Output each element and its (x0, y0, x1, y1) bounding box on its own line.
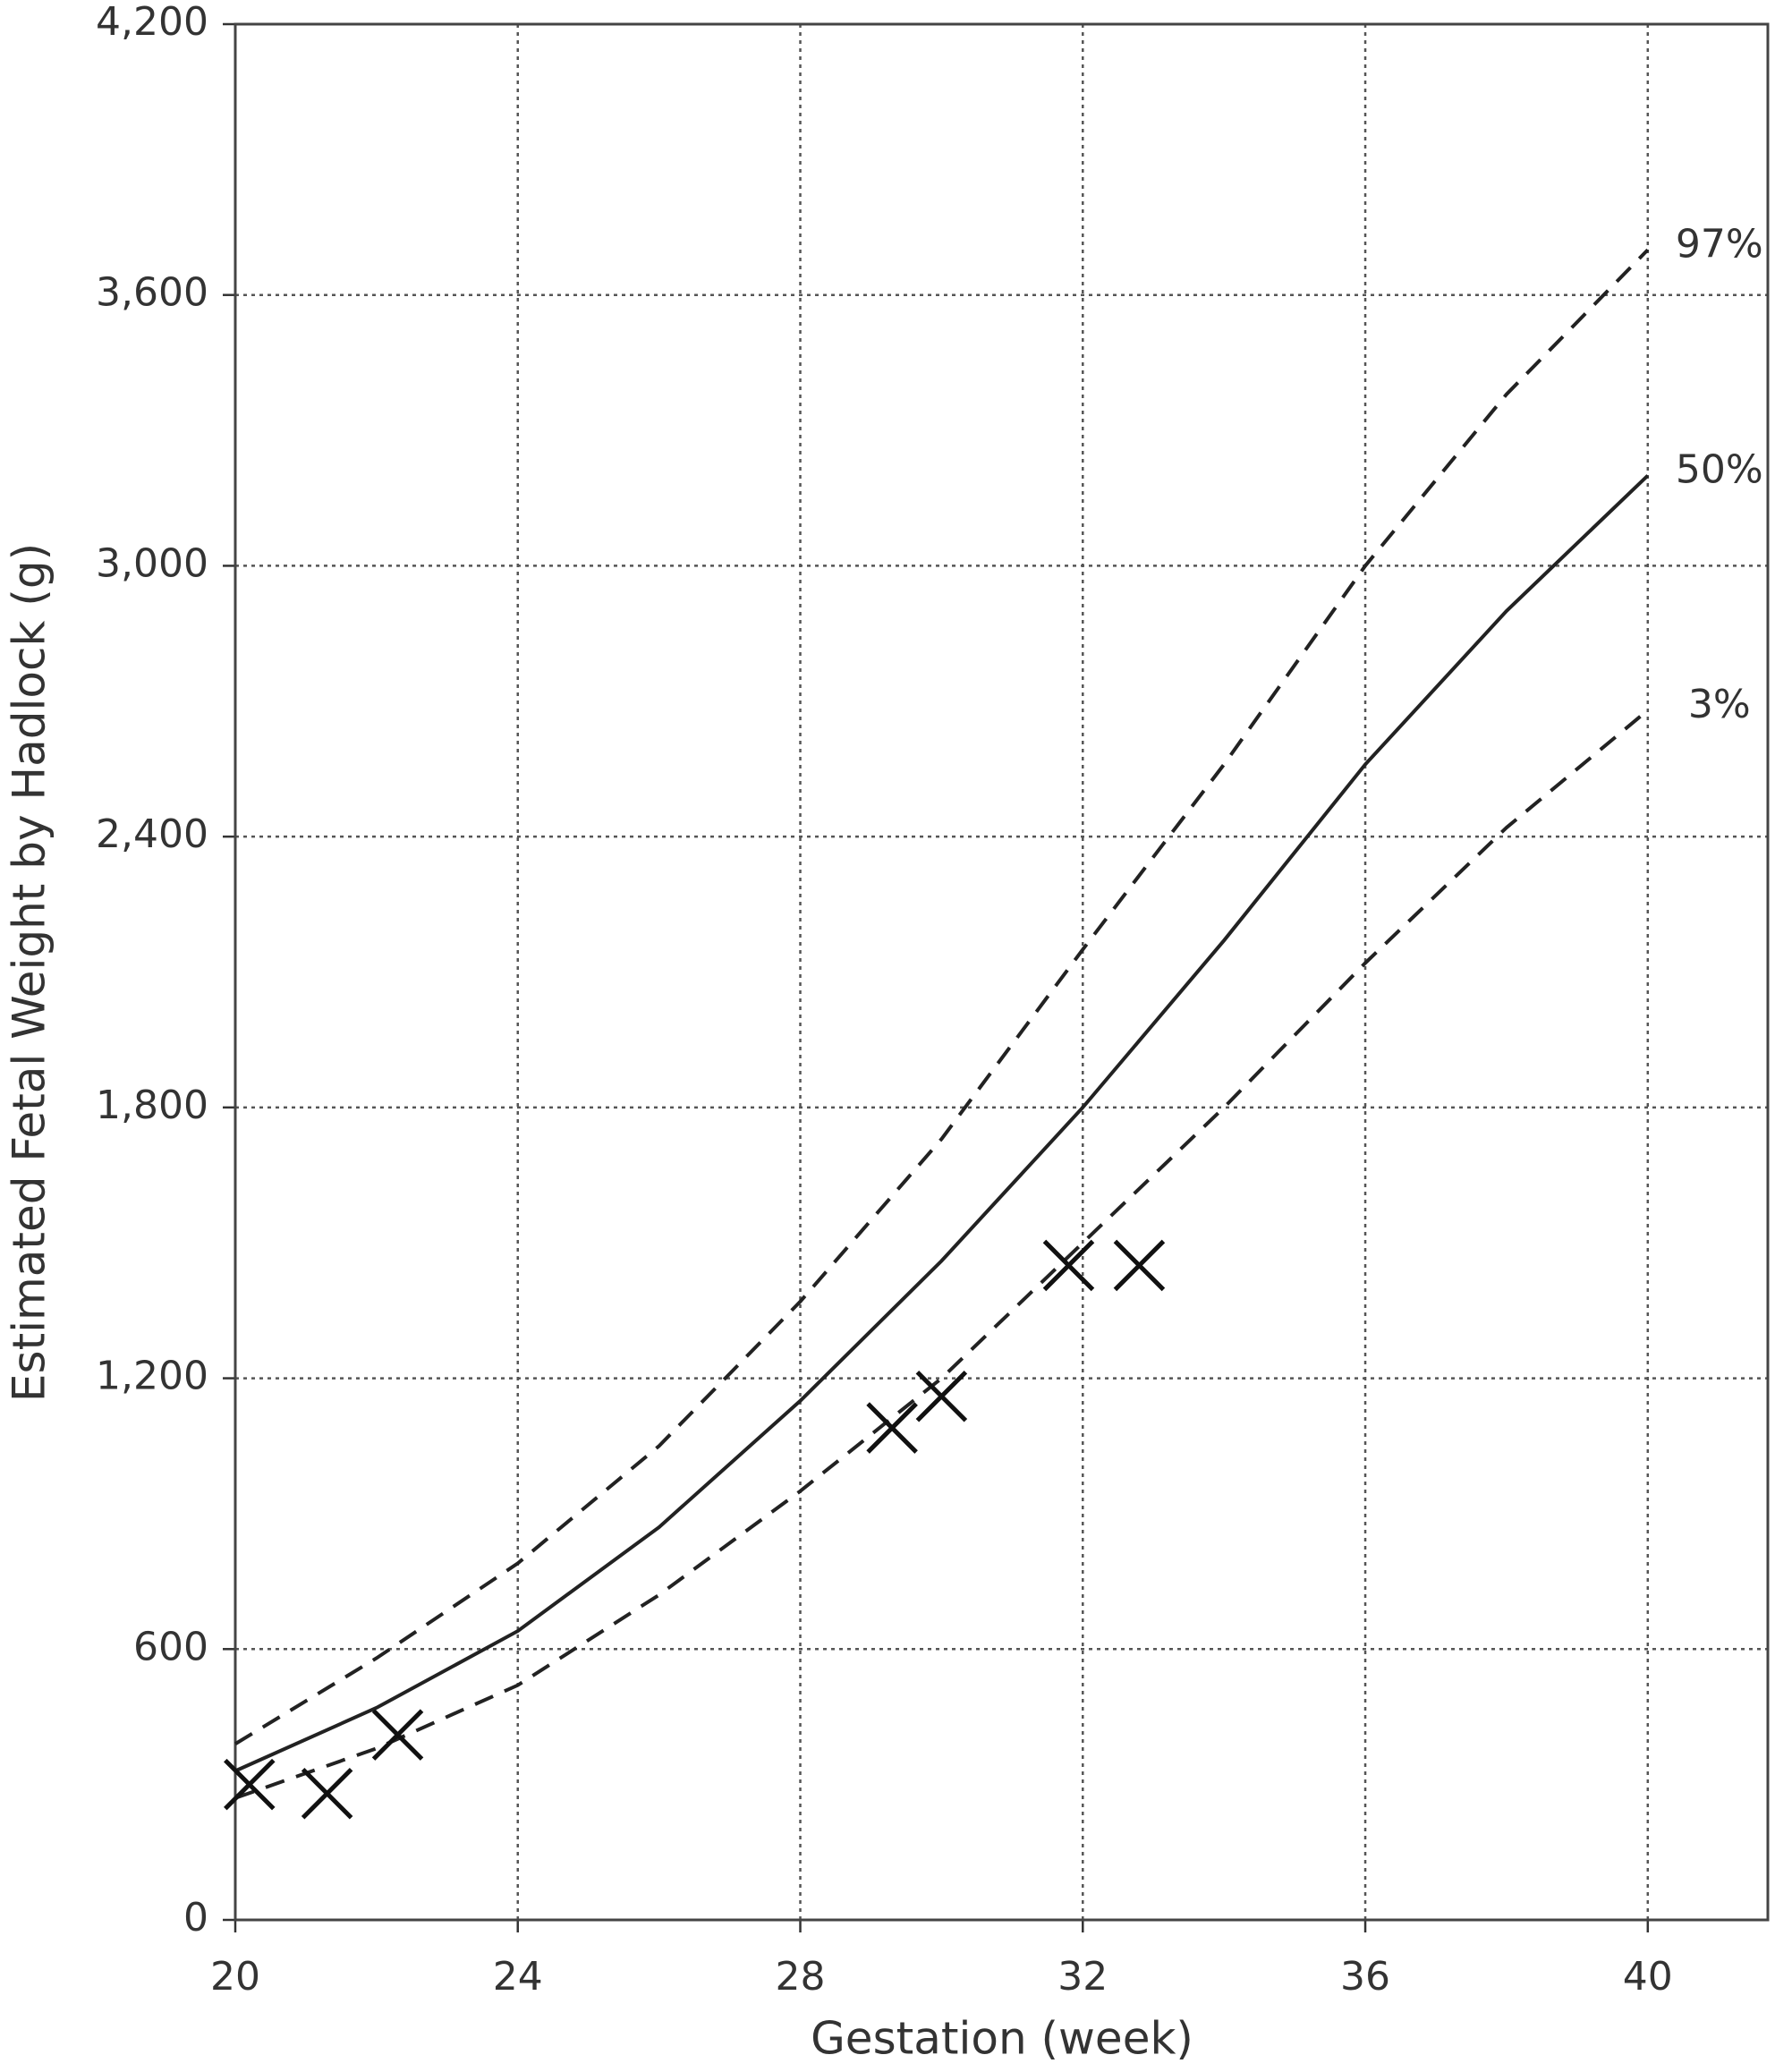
measurement-marker (224, 1758, 276, 1811)
y-tick-label: 600 (133, 1624, 208, 1669)
x-tick-label: 28 (776, 1954, 826, 2000)
percentile-line (234, 709, 1650, 1800)
x-tick-label: 40 (1623, 1954, 1673, 2000)
measurement-marker (1042, 1239, 1095, 1292)
percentile-label: 50% (1676, 447, 1763, 493)
y-tick-label: 4,200 (96, 0, 208, 45)
percentile-label: 3% (1688, 682, 1751, 727)
y-tick-label: 1,200 (96, 1354, 208, 1399)
y-tick-label: 0 (183, 1895, 208, 1940)
y-tick-label: 2,400 (96, 811, 208, 857)
measurement-marker (866, 1402, 918, 1454)
measurement-marker (301, 1767, 353, 1820)
measurement-marker (1113, 1239, 1166, 1292)
x-tick-label: 36 (1340, 1954, 1390, 2000)
x-tick-label: 32 (1057, 1954, 1108, 2000)
x-tick-label: 24 (493, 1954, 543, 2000)
y-tick-label: 1,800 (96, 1083, 208, 1128)
percentile-line (234, 474, 1650, 1773)
percentile-label: 97% (1676, 221, 1763, 267)
x-axis-label: Gestation (week) (811, 2013, 1193, 2065)
measurement-marker (371, 1709, 424, 1761)
measurement-marker (915, 1370, 968, 1422)
y-axis-label: Estimated Fetal Weight by Hadlock (g) (4, 543, 55, 1402)
y-tick-label: 3,600 (96, 270, 208, 316)
x-tick-label: 20 (210, 1954, 260, 2000)
plot-frame (234, 22, 1770, 1922)
percentile-line (234, 248, 1650, 1745)
y-tick-label: 3,000 (96, 540, 208, 586)
